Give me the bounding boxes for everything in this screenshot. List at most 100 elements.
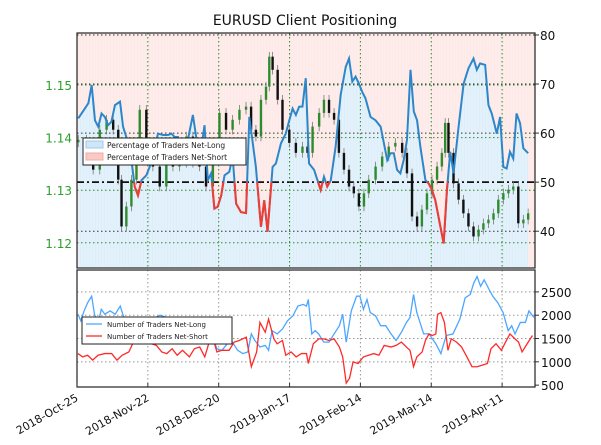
candle-up [105, 119, 108, 130]
candle-down [249, 106, 253, 130]
count-tick-label: 2500 [541, 286, 572, 300]
date-tick-label: 2019-Apr-11 [440, 391, 505, 436]
bottom-panel-frame [76, 269, 536, 388]
candle-up [512, 186, 515, 190]
candle-up [211, 146, 215, 187]
candle-down [327, 99, 331, 113]
top-legend-box [82, 137, 247, 166]
date-tick-label: 2018-Oct-25 [14, 391, 80, 437]
candle-up [420, 209, 424, 227]
candle-up [301, 146, 304, 153]
candle-down [204, 166, 208, 187]
price-tick-label: 1.12 [45, 237, 72, 251]
candle-up [425, 193, 429, 210]
percent-tick-label: 70 [540, 78, 555, 92]
candle-down [457, 183, 460, 200]
candle-down [352, 186, 356, 194]
candle-up [238, 109, 241, 120]
date-tick-label: 2018-Dec-20 [154, 391, 222, 438]
candle-down [357, 193, 361, 207]
candle-down [342, 152, 346, 170]
price-tick-label: 1.14 [45, 132, 72, 146]
candle-down [462, 199, 465, 214]
legend-label-count-short: Number of Traders Net-Short [107, 333, 208, 341]
legend-swatch-net-long [85, 140, 104, 149]
candle-down [111, 119, 115, 130]
candle-down [405, 152, 409, 174]
candle-down [224, 112, 228, 130]
candle-up [165, 152, 168, 187]
candle-up [264, 86, 268, 100]
candle-up [502, 193, 505, 200]
candle-down [254, 129, 258, 137]
candle-up [135, 159, 138, 180]
candle-up [317, 112, 321, 127]
candle-up [362, 193, 366, 207]
candle-up [130, 179, 133, 207]
candle-down [472, 226, 475, 237]
candle-up [435, 166, 439, 180]
candle-down [337, 119, 341, 153]
candle-down [467, 213, 470, 227]
candle-up [507, 189, 510, 194]
candle-up [443, 122, 447, 153]
pct-net-long-line [77, 54, 529, 244]
candle-up [244, 106, 248, 110]
candle-down [271, 56, 274, 70]
candle-up [497, 199, 500, 214]
count-tick-label: 500 [541, 379, 564, 393]
legend-swatch-net-short [85, 152, 104, 161]
price-tick-label: 1.15 [45, 79, 72, 93]
count-tick-label: 1000 [541, 356, 572, 370]
candle-up [374, 166, 377, 180]
candle-down [517, 186, 520, 224]
candle-down [158, 166, 161, 187]
legend-label-net-short: Percentage of Traders Net-Short [107, 153, 227, 162]
candle-up [430, 179, 434, 194]
net-short-count-line [77, 311, 534, 385]
candle-up [440, 152, 444, 167]
candle-up [477, 229, 480, 237]
percent-tick-label: 80 [540, 29, 555, 43]
candle-down [294, 142, 298, 153]
percent-tick-label: 50 [540, 176, 555, 190]
candle-up [522, 219, 525, 224]
candle-up [487, 219, 490, 224]
candle-up [387, 146, 390, 157]
candle-up [311, 126, 314, 153]
chart-title: EURUSD Client Positioning [213, 13, 397, 29]
candle-up [322, 99, 326, 113]
candle-up [380, 156, 384, 167]
candle-up [482, 223, 485, 230]
candle-up [77, 139, 80, 143]
candle-down [332, 112, 336, 120]
candle-up [125, 206, 128, 227]
percent-tick-label: 40 [540, 225, 555, 239]
candle-down [120, 179, 123, 227]
candle-up [394, 142, 397, 147]
candle-up [231, 119, 234, 130]
date-tick-label: 2018-Nov-22 [83, 391, 151, 438]
count-tick-label: 2000 [541, 309, 572, 323]
candle-down [288, 129, 291, 143]
bottom-legend-box [81, 316, 233, 345]
top-panel-frame [76, 32, 536, 269]
count-tick-label: 1500 [541, 333, 572, 347]
candle-down [410, 173, 414, 217]
date-tick-label: 2019-Mar-14 [368, 391, 435, 437]
candle-down [276, 69, 279, 100]
legend-label-net-long: Percentage of Traders Net-Long [107, 141, 225, 150]
candle-down [281, 99, 284, 130]
candle-down [347, 169, 351, 187]
candle-down [447, 122, 450, 153]
candle-up [492, 213, 495, 220]
legend-label-count-long: Number of Traders Net-Long [107, 321, 206, 329]
candle-up [268, 56, 271, 87]
date-tick-label: 2019-Feb-14 [297, 391, 364, 437]
candle-up [138, 109, 141, 160]
candle-up [259, 99, 263, 137]
candle-up [526, 213, 530, 220]
percent-tick-label: 60 [540, 127, 555, 141]
candle-down [400, 142, 404, 153]
